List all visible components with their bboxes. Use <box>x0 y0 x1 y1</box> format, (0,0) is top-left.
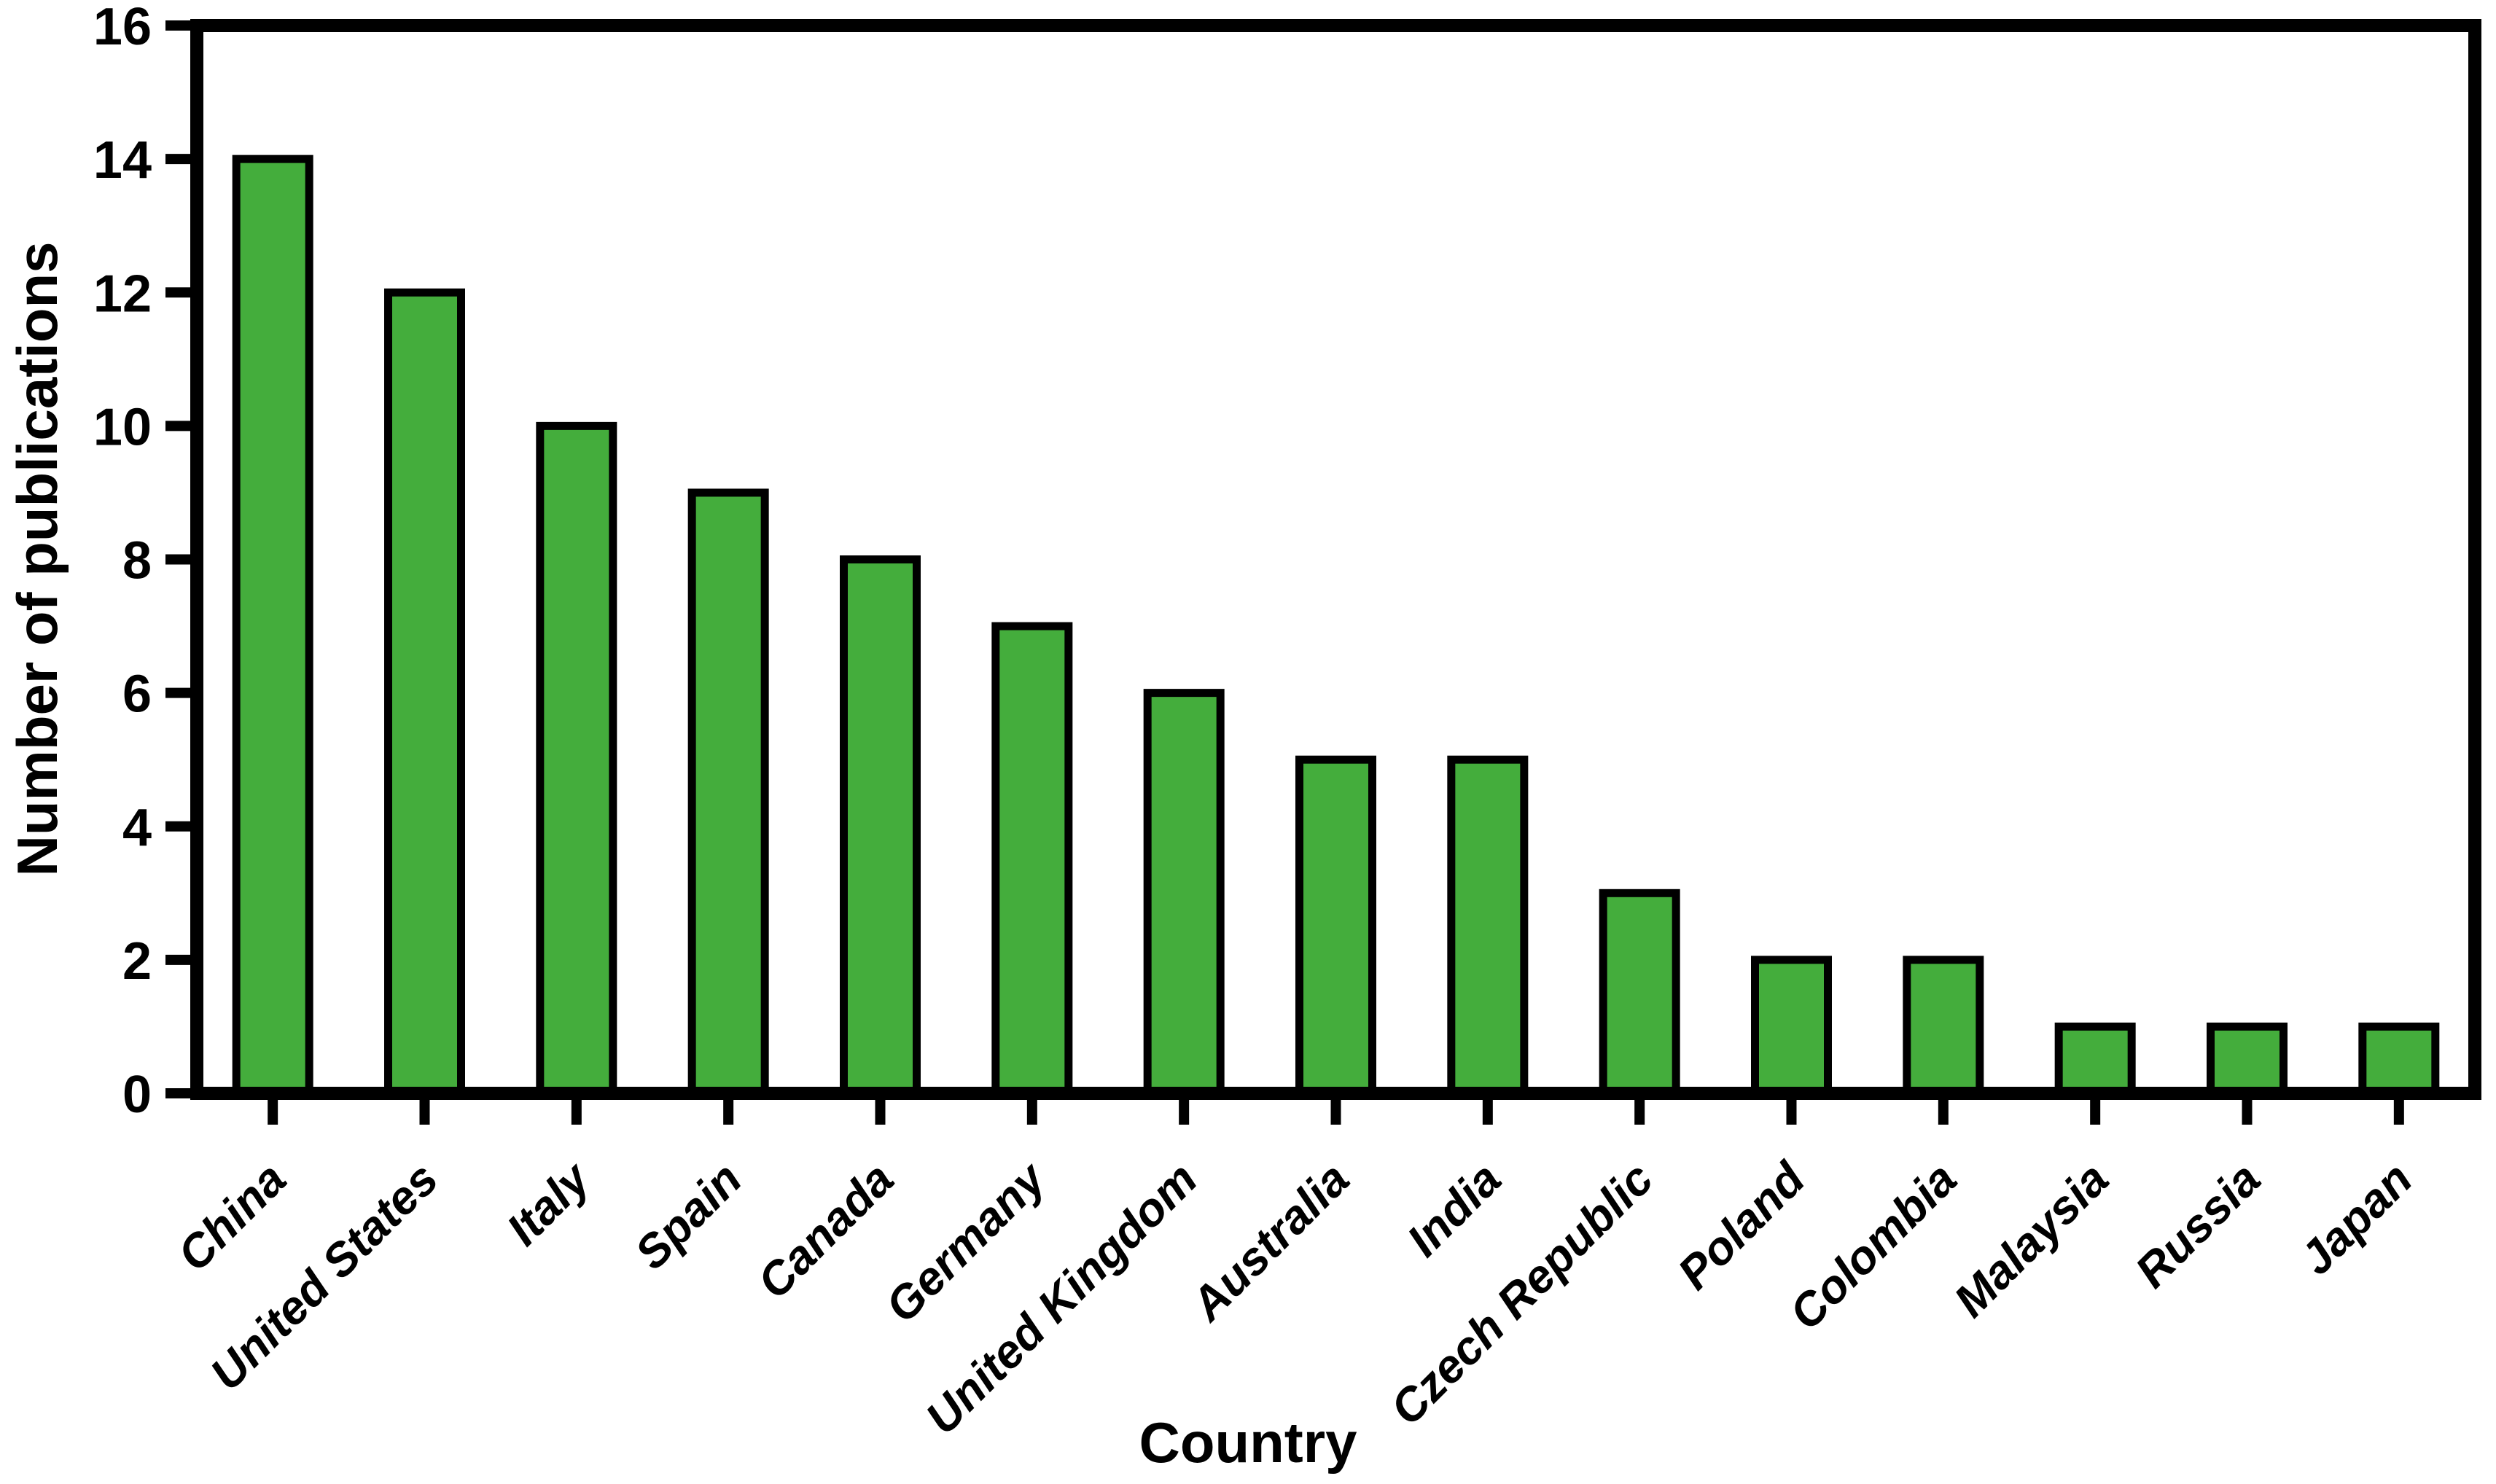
y-tick-label-8: 8 <box>122 532 152 590</box>
y-tick-label-6: 6 <box>122 665 152 724</box>
y-tick-label-16: 16 <box>93 0 152 56</box>
bar-china <box>232 155 313 1098</box>
plot-frame <box>190 19 2481 1100</box>
bar-india <box>1447 755 1529 1098</box>
bar-italy <box>536 421 617 1098</box>
x-tick-label-russia: Russia <box>2125 1152 2270 1297</box>
y-axis-title: Number of publications <box>5 241 69 876</box>
bar-japan <box>2358 1022 2440 1098</box>
bar-czech-republic <box>1599 889 1680 1098</box>
bars-layer <box>232 155 2440 1098</box>
x-tick-label-malaysia: Malaysia <box>1943 1152 2118 1327</box>
bar-poland <box>1751 956 1832 1098</box>
bar-malaysia <box>2054 1022 2136 1098</box>
x-tick-label-czech-republic: Czech Republic <box>1380 1152 1663 1435</box>
y-tick-label-10: 10 <box>93 398 152 456</box>
bar-canada <box>840 555 921 1098</box>
x-tick-label-spain: Spain <box>625 1152 752 1279</box>
y-tick-label-0: 0 <box>122 1066 152 1124</box>
x-tick-label-japan: Japan <box>2290 1152 2422 1285</box>
x-axis-title: Country <box>1139 1410 1357 1475</box>
x-tick-label-poland: Poland <box>1668 1152 1816 1300</box>
x-tick-label-canada: Canada <box>747 1152 903 1308</box>
y-tick-label-14: 14 <box>93 131 152 190</box>
x-tick-label-india: India <box>1397 1152 1511 1267</box>
y-tick-label-12: 12 <box>93 265 152 323</box>
bar-united-states <box>384 288 465 1098</box>
x-tick-label-colombia: Colombia <box>1779 1152 1967 1340</box>
y-axis-ticks <box>165 20 194 1098</box>
x-axis-ticks <box>268 1100 2404 1125</box>
x-tick-label-italy: Italy <box>496 1151 601 1256</box>
bar-australia <box>1295 755 1376 1098</box>
bar-united-kingdom <box>1143 689 1225 1098</box>
bar-colombia <box>1903 956 1984 1098</box>
bar-russia <box>2207 1022 2288 1098</box>
bar-spain <box>687 488 769 1098</box>
x-tick-label-united-kingdom: United Kingdom <box>916 1152 1207 1444</box>
y-axis-tick-labels: 0 2 4 6 8 10 12 14 16 <box>93 0 152 1124</box>
bar-germany <box>991 622 1073 1098</box>
y-tick-label-2: 2 <box>122 932 152 991</box>
x-tick-label-australia: Australia <box>1179 1152 1359 1332</box>
x-tick-label-china: China <box>167 1152 296 1281</box>
y-tick-label-4: 4 <box>122 799 152 857</box>
